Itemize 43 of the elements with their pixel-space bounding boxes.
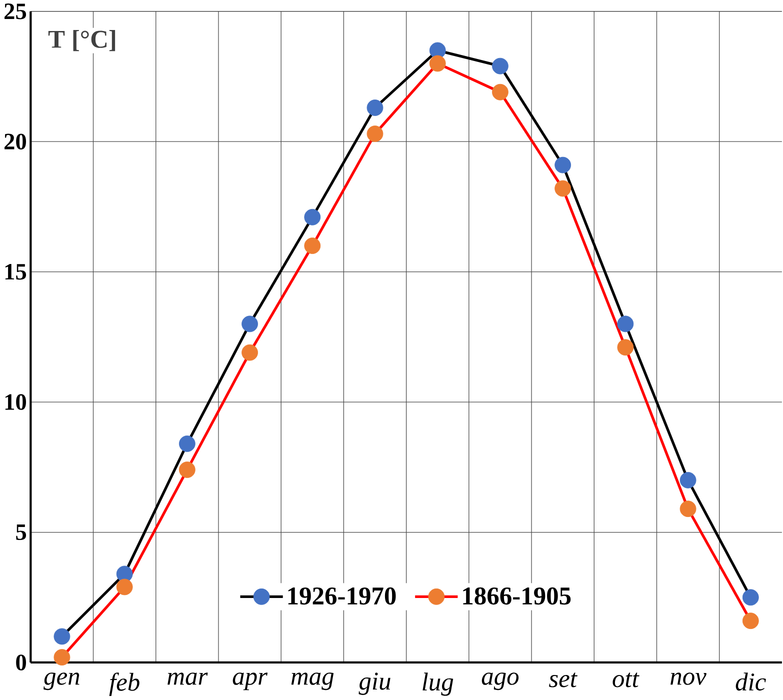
x-tick-label: ago	[482, 672, 519, 690]
point	[178, 462, 196, 478]
point	[178, 436, 196, 452]
y-tick-label: 20	[4, 134, 26, 150]
y-tick-label: 0	[16, 654, 26, 671]
point	[54, 628, 70, 645]
point	[304, 209, 321, 226]
point	[429, 55, 446, 72]
y-tick-label: 5	[16, 524, 26, 540]
x-tick-label: mar	[168, 672, 208, 686]
point	[617, 316, 634, 332]
x-tick-label: giu	[358, 672, 390, 696]
point	[242, 344, 258, 361]
x-tick-label: ott	[612, 672, 640, 688]
point	[492, 58, 508, 74]
point	[554, 180, 572, 197]
point	[617, 339, 634, 356]
y-tick-label: 15	[5, 264, 26, 280]
point	[492, 84, 508, 101]
point	[366, 100, 384, 116]
legend-label: 1866-1905	[463, 588, 571, 605]
y-tick-label: 10	[5, 394, 26, 410]
x-tick-label: nov	[670, 672, 706, 686]
point	[304, 238, 321, 254]
point	[116, 578, 133, 596]
x-tick-label: mag	[291, 672, 334, 690]
legend-label: 1926-1970	[288, 588, 396, 605]
point	[680, 500, 696, 518]
x-tick-label: lug	[422, 672, 454, 696]
y-axis-title: T [°C]	[48, 30, 116, 52]
point	[242, 316, 258, 332]
point	[54, 649, 70, 666]
x-tick-label: feb	[109, 672, 140, 696]
point	[366, 126, 384, 142]
y-tick-label: 25	[4, 4, 26, 20]
x-tick-label: dic	[736, 672, 766, 691]
point	[742, 612, 759, 630]
x-tick-label: apr	[232, 672, 268, 690]
point	[554, 157, 572, 174]
point	[680, 472, 696, 489]
point	[742, 589, 759, 606]
x-tick-label: set	[548, 672, 578, 688]
x-tick-label: gen	[44, 672, 80, 690]
